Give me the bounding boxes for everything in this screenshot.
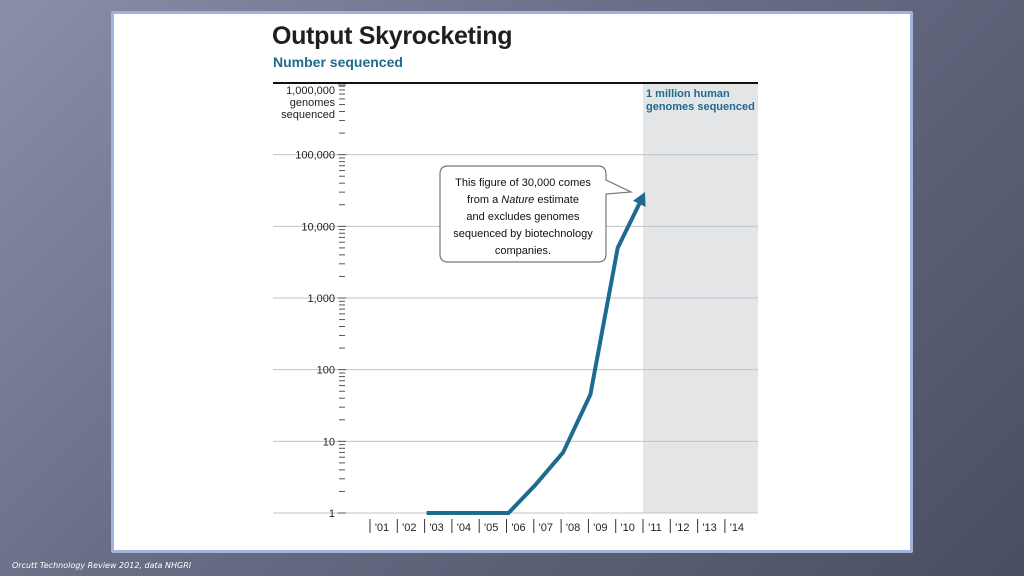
x-tick-label: '04: [457, 522, 471, 534]
y-tick-label-top: sequenced: [281, 109, 335, 121]
callout-box: [439, 165, 634, 263]
chart-title: Output Skyrocketing: [272, 22, 513, 50]
callout-text-line: This figure of 30,000 comes: [455, 177, 591, 189]
chart-subtitle: Number sequenced: [273, 54, 403, 70]
x-tick-label: '05: [484, 522, 498, 534]
y-tick-label: 100,000: [295, 150, 335, 162]
callout-text-line: companies.: [495, 245, 551, 257]
callout-text-line: sequenced by biotechnology: [453, 228, 593, 240]
x-tick-label: '01: [375, 522, 389, 534]
x-tick-label: '12: [675, 522, 689, 534]
series-arrowhead: [632, 192, 646, 207]
x-tick-label: '08: [566, 522, 580, 534]
x-tick-label: '03: [429, 522, 443, 534]
y-tick-label: 10: [323, 436, 335, 448]
callout-text-line: and excludes genomes: [466, 211, 580, 223]
x-tick-label: '07: [539, 522, 553, 534]
x-tick-label: '13: [702, 522, 716, 534]
y-tick-label-top: 1,000,000: [286, 85, 335, 97]
slide-frame: [111, 11, 913, 553]
x-tick-label: '09: [593, 522, 607, 534]
y-tick-label-top: genomes: [290, 97, 336, 109]
x-tick-label: '11: [648, 522, 662, 534]
shaded-region-label: genomes sequenced: [646, 101, 755, 113]
x-tick-label: '10: [621, 522, 635, 534]
y-tick-label: 10,000: [301, 221, 335, 233]
x-tick-label: '06: [511, 522, 525, 534]
y-tick-label: 1: [329, 508, 335, 520]
y-tick-label: 100: [317, 365, 335, 377]
x-tick-label: '02: [402, 522, 416, 534]
source-credit: Orcutt Technology Review 2012, data NHGR…: [12, 561, 192, 570]
callout-text-line: from a Nature estimate: [467, 194, 579, 206]
x-tick-label: '14: [730, 522, 744, 534]
shaded-region-label: 1 million human: [646, 88, 730, 100]
y-tick-label: 1,000: [307, 293, 335, 305]
